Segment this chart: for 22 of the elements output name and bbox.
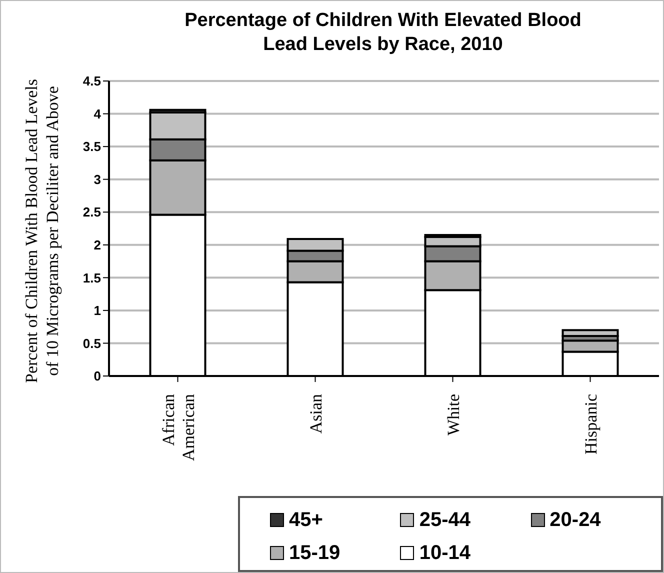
legend-label: 20-24: [550, 508, 601, 532]
legend-label: 25-44: [419, 508, 470, 532]
y-tick-label: 0: [94, 368, 101, 384]
x-tick-label: Hispanic: [581, 394, 600, 454]
y-tick-label: 1: [94, 303, 101, 318]
legend-label: 10-14: [419, 542, 470, 564]
legend-label: 45+: [289, 508, 323, 532]
y-axis-title: Percent of Children With Blood Lead Levels of 10 Micrograms per Deciliter and Above: [22, 79, 62, 383]
bar: [562, 329, 619, 338]
y-tick-label: 0.5: [82, 336, 101, 351]
x-tick-label: White: [444, 394, 463, 436]
x-tick-label: Asian: [306, 394, 326, 434]
y-tick-label: 1.5: [82, 270, 101, 286]
y-tick-label: 2: [94, 238, 101, 253]
y-tick-label: 4.5: [82, 74, 101, 89]
chart-title: Percentage of Children With Elevated Blood Lead Levels by Race, 2010: [184, 9, 582, 57]
x-tick-label: African American: [158, 394, 198, 462]
y-tick-label: 2.5: [82, 204, 101, 220]
y-tick-label: 4: [94, 106, 102, 122]
legend-label: 15-19: [289, 542, 340, 564]
y-tick-label: 3.5: [82, 139, 101, 154]
y-tick-label: 3: [94, 172, 101, 187]
